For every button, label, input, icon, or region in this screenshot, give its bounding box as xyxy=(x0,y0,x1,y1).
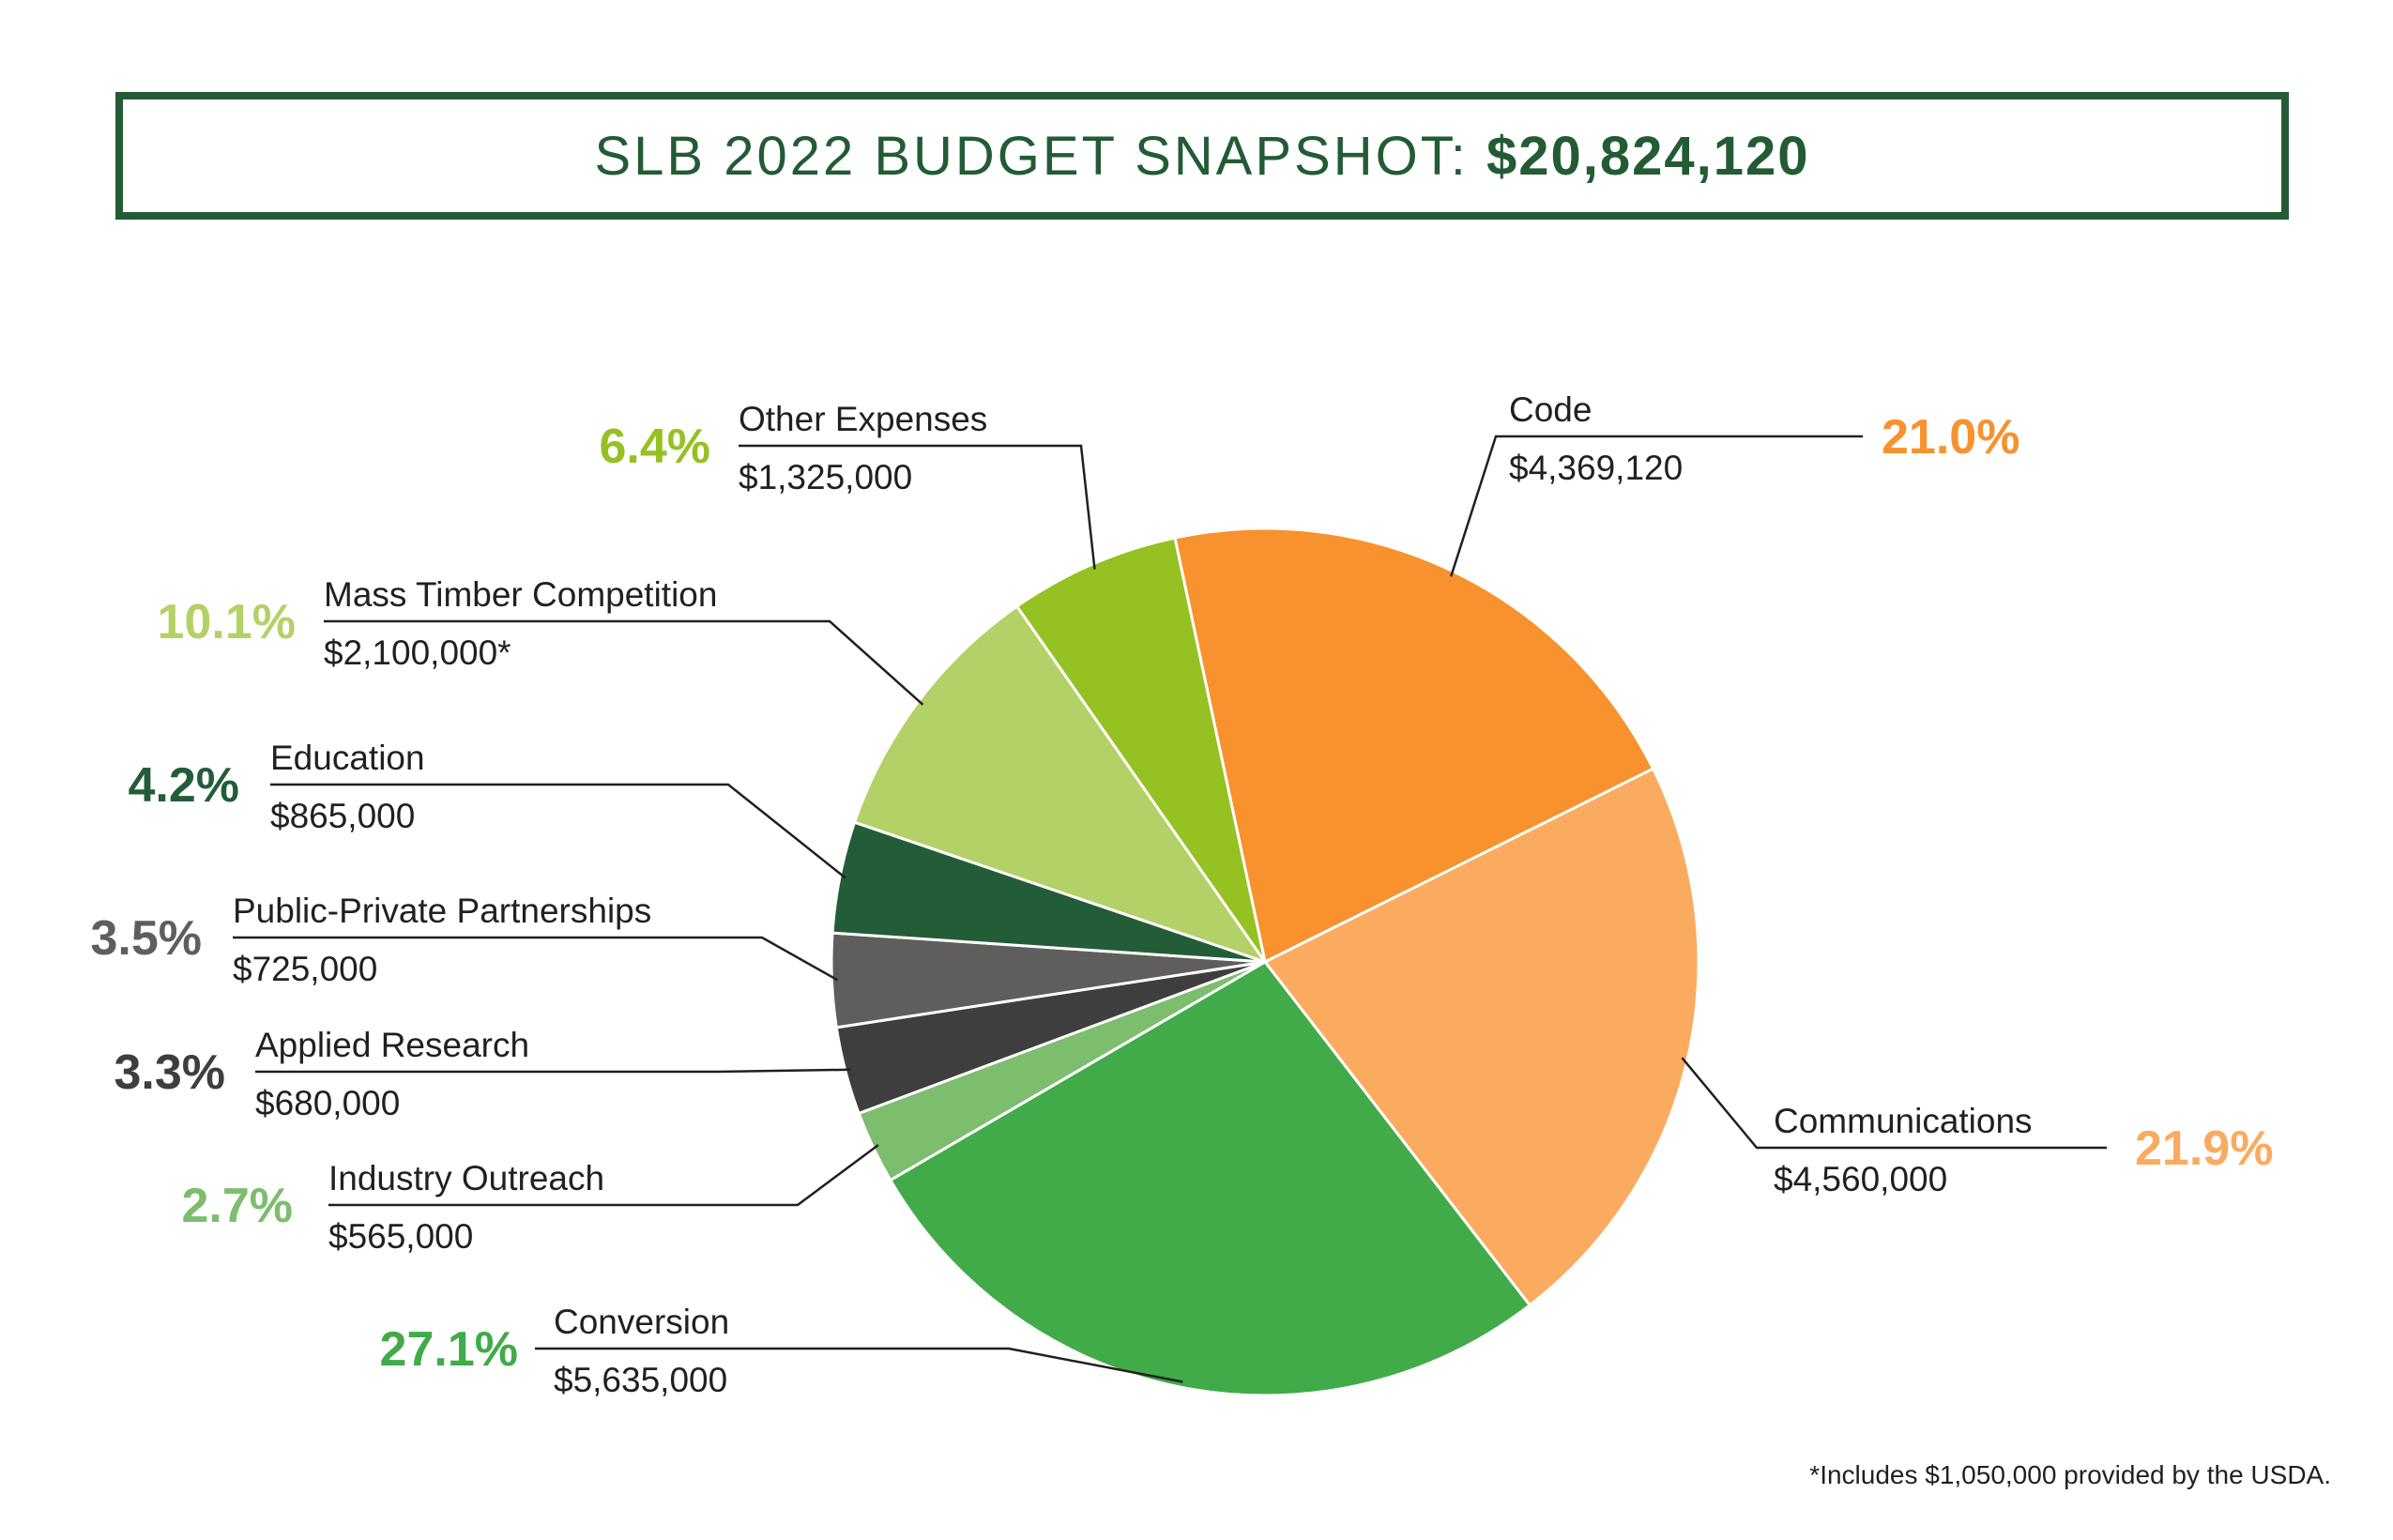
title-box: SLB 2022 BUDGET SNAPSHOT: $20,824,120 xyxy=(115,92,2289,220)
leader-lines xyxy=(233,435,2107,1383)
slice-name-public-private-partnerships: Public-Private Partnerships xyxy=(233,892,651,930)
slice-value-code: $4,369,120 xyxy=(1509,449,1683,487)
slice-value-communications: $4,560,000 xyxy=(1774,1160,1947,1198)
slice-value-conversion: $5,635,000 xyxy=(554,1361,727,1399)
slice-percent-education: 4.2% xyxy=(128,758,239,813)
pie-slices xyxy=(830,526,1700,1397)
slice-percent-conversion: 27.1% xyxy=(380,1322,518,1377)
slice-name-other-expenses: Other Expenses xyxy=(739,400,987,438)
leader-line-other-expenses xyxy=(739,444,1096,570)
slice-name-conversion: Conversion xyxy=(554,1303,729,1341)
leader-line-conversion xyxy=(535,1347,1183,1383)
slice-percent-public-private-partnerships: 3.5% xyxy=(90,911,202,966)
slice-value-education: $865,000 xyxy=(270,797,415,835)
slice-name-industry-outreach: Industry Outreach xyxy=(328,1159,604,1197)
slice-name-communications: Communications xyxy=(1774,1102,2033,1140)
title-label: SLB 2022 BUDGET SNAPSHOT: xyxy=(594,125,1469,187)
slice-percent-applied-research: 3.3% xyxy=(114,1045,225,1100)
leader-line-applied-research xyxy=(255,1068,851,1074)
leader-line-communications xyxy=(1681,1057,2107,1150)
leader-line-mass-timber-competition xyxy=(324,619,924,706)
slice-value-industry-outreach: $565,000 xyxy=(328,1217,473,1256)
slice-labels: Code $4,369,120 21.0% Communications $4,560,… xyxy=(90,390,2273,1399)
leader-line-code xyxy=(1450,435,1863,577)
slice-name-applied-research: Applied Research xyxy=(255,1026,529,1064)
footnote: *Includes $1,050,000 provided by the USD… xyxy=(1809,1460,2331,1489)
slice-value-other-expenses: $1,325,000 xyxy=(739,458,912,496)
slice-name-education: Education xyxy=(270,739,425,777)
leader-line-public-private-partnerships xyxy=(233,936,839,982)
slice-percent-industry-outreach: 2.7% xyxy=(181,1179,293,1233)
pie-slice-communications xyxy=(1262,767,1700,1307)
pie-slice-conversion xyxy=(888,960,1532,1397)
leader-line-industry-outreach xyxy=(328,1144,879,1207)
title-total: $20,824,120 xyxy=(1486,125,1810,187)
slice-value-applied-research: $680,000 xyxy=(255,1084,400,1122)
leader-line-education xyxy=(270,783,846,879)
slice-name-mass-timber-competition: Mass Timber Competition xyxy=(324,575,717,614)
slice-percent-other-expenses: 6.4% xyxy=(599,419,710,474)
slice-percent-mass-timber-competition: 10.1% xyxy=(158,595,296,649)
page-title: SLB 2022 BUDGET SNAPSHOT: $20,824,120 xyxy=(594,125,1809,188)
slice-name-code: Code xyxy=(1509,390,1592,429)
slice-percent-communications: 21.9% xyxy=(2135,1121,2273,1176)
slice-value-public-private-partnerships: $725,000 xyxy=(233,950,377,988)
pie-slice-other-expenses xyxy=(1014,536,1267,963)
slice-percent-code: 21.0% xyxy=(1882,410,2020,465)
slice-value-mass-timber-competition: $2,100,000* xyxy=(324,633,511,672)
